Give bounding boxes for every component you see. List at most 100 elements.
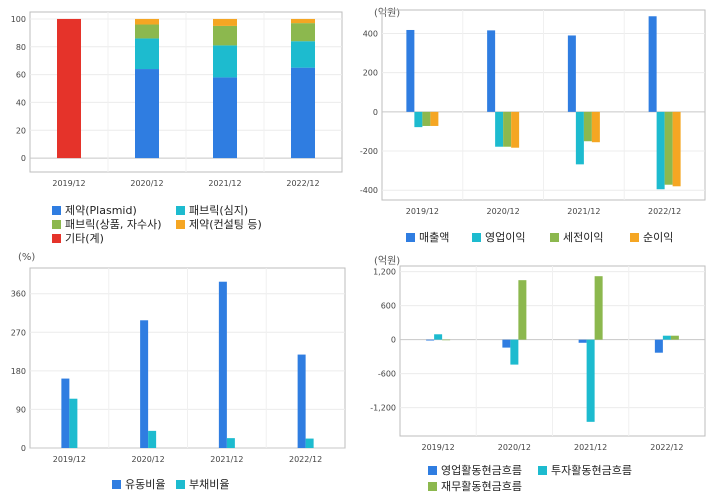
y-tick-label: 80	[16, 43, 26, 52]
x-tick-label: 2020/12	[498, 443, 531, 452]
bar	[583, 111, 592, 142]
legend-item-financing-cf[interactable]: 재무활동현금흐름	[428, 478, 522, 494]
bar	[654, 339, 663, 353]
x-tick-label: 2021/12	[567, 207, 600, 216]
legend-swatch	[538, 465, 547, 475]
cashflow-chart-panel: (억원) -1,200 -600 0 600 1,200 2019/12 2020/12 20…	[360, 248, 720, 496]
ratio-legend: 유동비율 부채비율	[112, 476, 352, 492]
bar	[503, 111, 512, 147]
bar	[591, 111, 600, 143]
bar	[69, 398, 78, 448]
legend-label: 투자활동현금흐름	[551, 464, 632, 477]
bar	[57, 18, 81, 159]
income-chart: -400 -200 0 200 400 2019/12 2020/12 2021/12 2022…	[360, 9, 706, 216]
legend-item-operating-income[interactable]: 영업이익	[472, 229, 525, 245]
legend-item-investing-cf[interactable]: 투자활동현금흐름	[538, 462, 632, 478]
x-tick-label: 2019/12	[422, 443, 455, 452]
x-tick-label: 2020/12	[130, 179, 163, 188]
legend-swatch	[176, 219, 185, 229]
legend-item-fabric-goods[interactable]: 패브릭(상품, 자수사)	[52, 216, 162, 232]
bar	[670, 335, 679, 340]
bar	[434, 334, 443, 340]
legend-label: 기타(계)	[65, 232, 104, 245]
bar	[291, 41, 315, 68]
y-tick-label: 20	[16, 126, 26, 135]
composition-chart-panel: 0 20 40 60 80 100 2019/12 2020/12 2021/12 2022/12…	[0, 0, 360, 248]
legend-item-operating-cf[interactable]: 영업활동현금흐름	[428, 462, 522, 478]
income-legend: 매출액 영업이익 세전이익 순이익	[406, 229, 716, 245]
y-tick-label: 0	[21, 444, 26, 453]
y-tick-label: -400	[360, 186, 378, 195]
bar	[226, 438, 235, 448]
legend-label: 재무활동현금흐름	[441, 480, 522, 493]
legend-swatch	[428, 481, 437, 491]
x-tick-label: 2019/12	[406, 207, 439, 216]
y-tick-label: 200	[363, 69, 378, 78]
bar	[502, 339, 511, 348]
bar	[213, 18, 237, 26]
legend-label: 영업이익	[485, 231, 526, 244]
y-tick-label: -200	[360, 147, 378, 156]
legend-item-fabric-interlining[interactable]: 패브릭(심지)	[176, 202, 248, 218]
legend-label: 제약(Plasmid)	[65, 204, 137, 217]
x-tick-label: 2022/12	[648, 207, 681, 216]
legend-swatch	[112, 479, 121, 489]
bar	[510, 339, 519, 365]
bar	[135, 18, 159, 25]
bar	[487, 30, 496, 112]
x-tick-label: 2021/12	[574, 443, 607, 452]
legend-item-pretax-income[interactable]: 세전이익	[550, 229, 603, 245]
legend-item-debt-ratio[interactable]: 부채비율	[176, 476, 229, 492]
y-tick-label: 40	[16, 98, 26, 107]
bar	[422, 111, 431, 126]
bar	[291, 67, 315, 159]
bar	[575, 111, 584, 165]
legend-label: 패브릭(심지)	[189, 204, 249, 217]
legend-swatch	[52, 205, 61, 215]
legend-item-other[interactable]: 기타(계)	[52, 230, 104, 246]
bar	[662, 335, 671, 340]
legend-label: 패브릭(상품, 자수사)	[65, 218, 162, 231]
bar	[213, 25, 237, 46]
bar	[148, 430, 157, 448]
composition-chart: 0 20 40 60 80 100 2019/12 2020/12 2021/12 2022/12	[11, 11, 343, 188]
bar	[664, 111, 673, 185]
legend-swatch	[428, 465, 437, 475]
bar	[297, 354, 306, 448]
bar	[135, 69, 159, 159]
ratio-chart-panel: (%) 0 90 180 270 360 2019/12 2020/12 2021/12 202…	[0, 248, 360, 496]
legend-item-plasmid[interactable]: 제약(Plasmid)	[52, 202, 137, 218]
bar	[213, 45, 237, 78]
bar	[140, 320, 149, 448]
unit-label: (억원)	[374, 8, 401, 19]
bar	[648, 16, 657, 112]
x-tick-label: 2021/12	[210, 455, 243, 464]
bar	[495, 111, 504, 147]
legend-item-current-ratio[interactable]: 유동비율	[112, 476, 165, 492]
bar	[218, 281, 227, 448]
legend-swatch	[630, 232, 639, 242]
x-tick-label: 2022/12	[289, 455, 322, 464]
x-tick-label: 2021/12	[208, 179, 241, 188]
legend-item-net-income[interactable]: 순이익	[630, 229, 673, 245]
legend-label: 영업활동현금흐름	[441, 464, 522, 477]
income-chart-panel: (억원) -400 -200 0 200 400 2019/12 2020/12 2021/1…	[360, 0, 720, 248]
legend-swatch	[176, 205, 185, 215]
legend-label: 부채비율	[189, 478, 230, 491]
legend-item-consulting[interactable]: 제약(컨설팅 등)	[176, 216, 262, 232]
y-tick-label: 0	[373, 108, 378, 117]
y-tick-label: 90	[16, 405, 26, 414]
legend-label: 순이익	[643, 231, 674, 244]
x-tick-label: 2020/12	[132, 455, 165, 464]
legend-label: 유동비율	[125, 478, 166, 491]
y-tick-label: 180	[11, 367, 26, 376]
bar	[406, 29, 415, 112]
bar	[442, 339, 451, 341]
legend-item-revenue[interactable]: 매출액	[406, 229, 449, 245]
x-tick-label: 2019/12	[52, 179, 85, 188]
ratio-chart: 0 90 180 270 360 2019/12 2020/12 2021/12 2022/12	[11, 267, 346, 464]
y-tick-label: 360	[11, 290, 26, 299]
bar	[426, 339, 435, 341]
legend-label: 제약(컨설팅 등)	[189, 218, 262, 231]
legend-swatch	[52, 219, 61, 229]
